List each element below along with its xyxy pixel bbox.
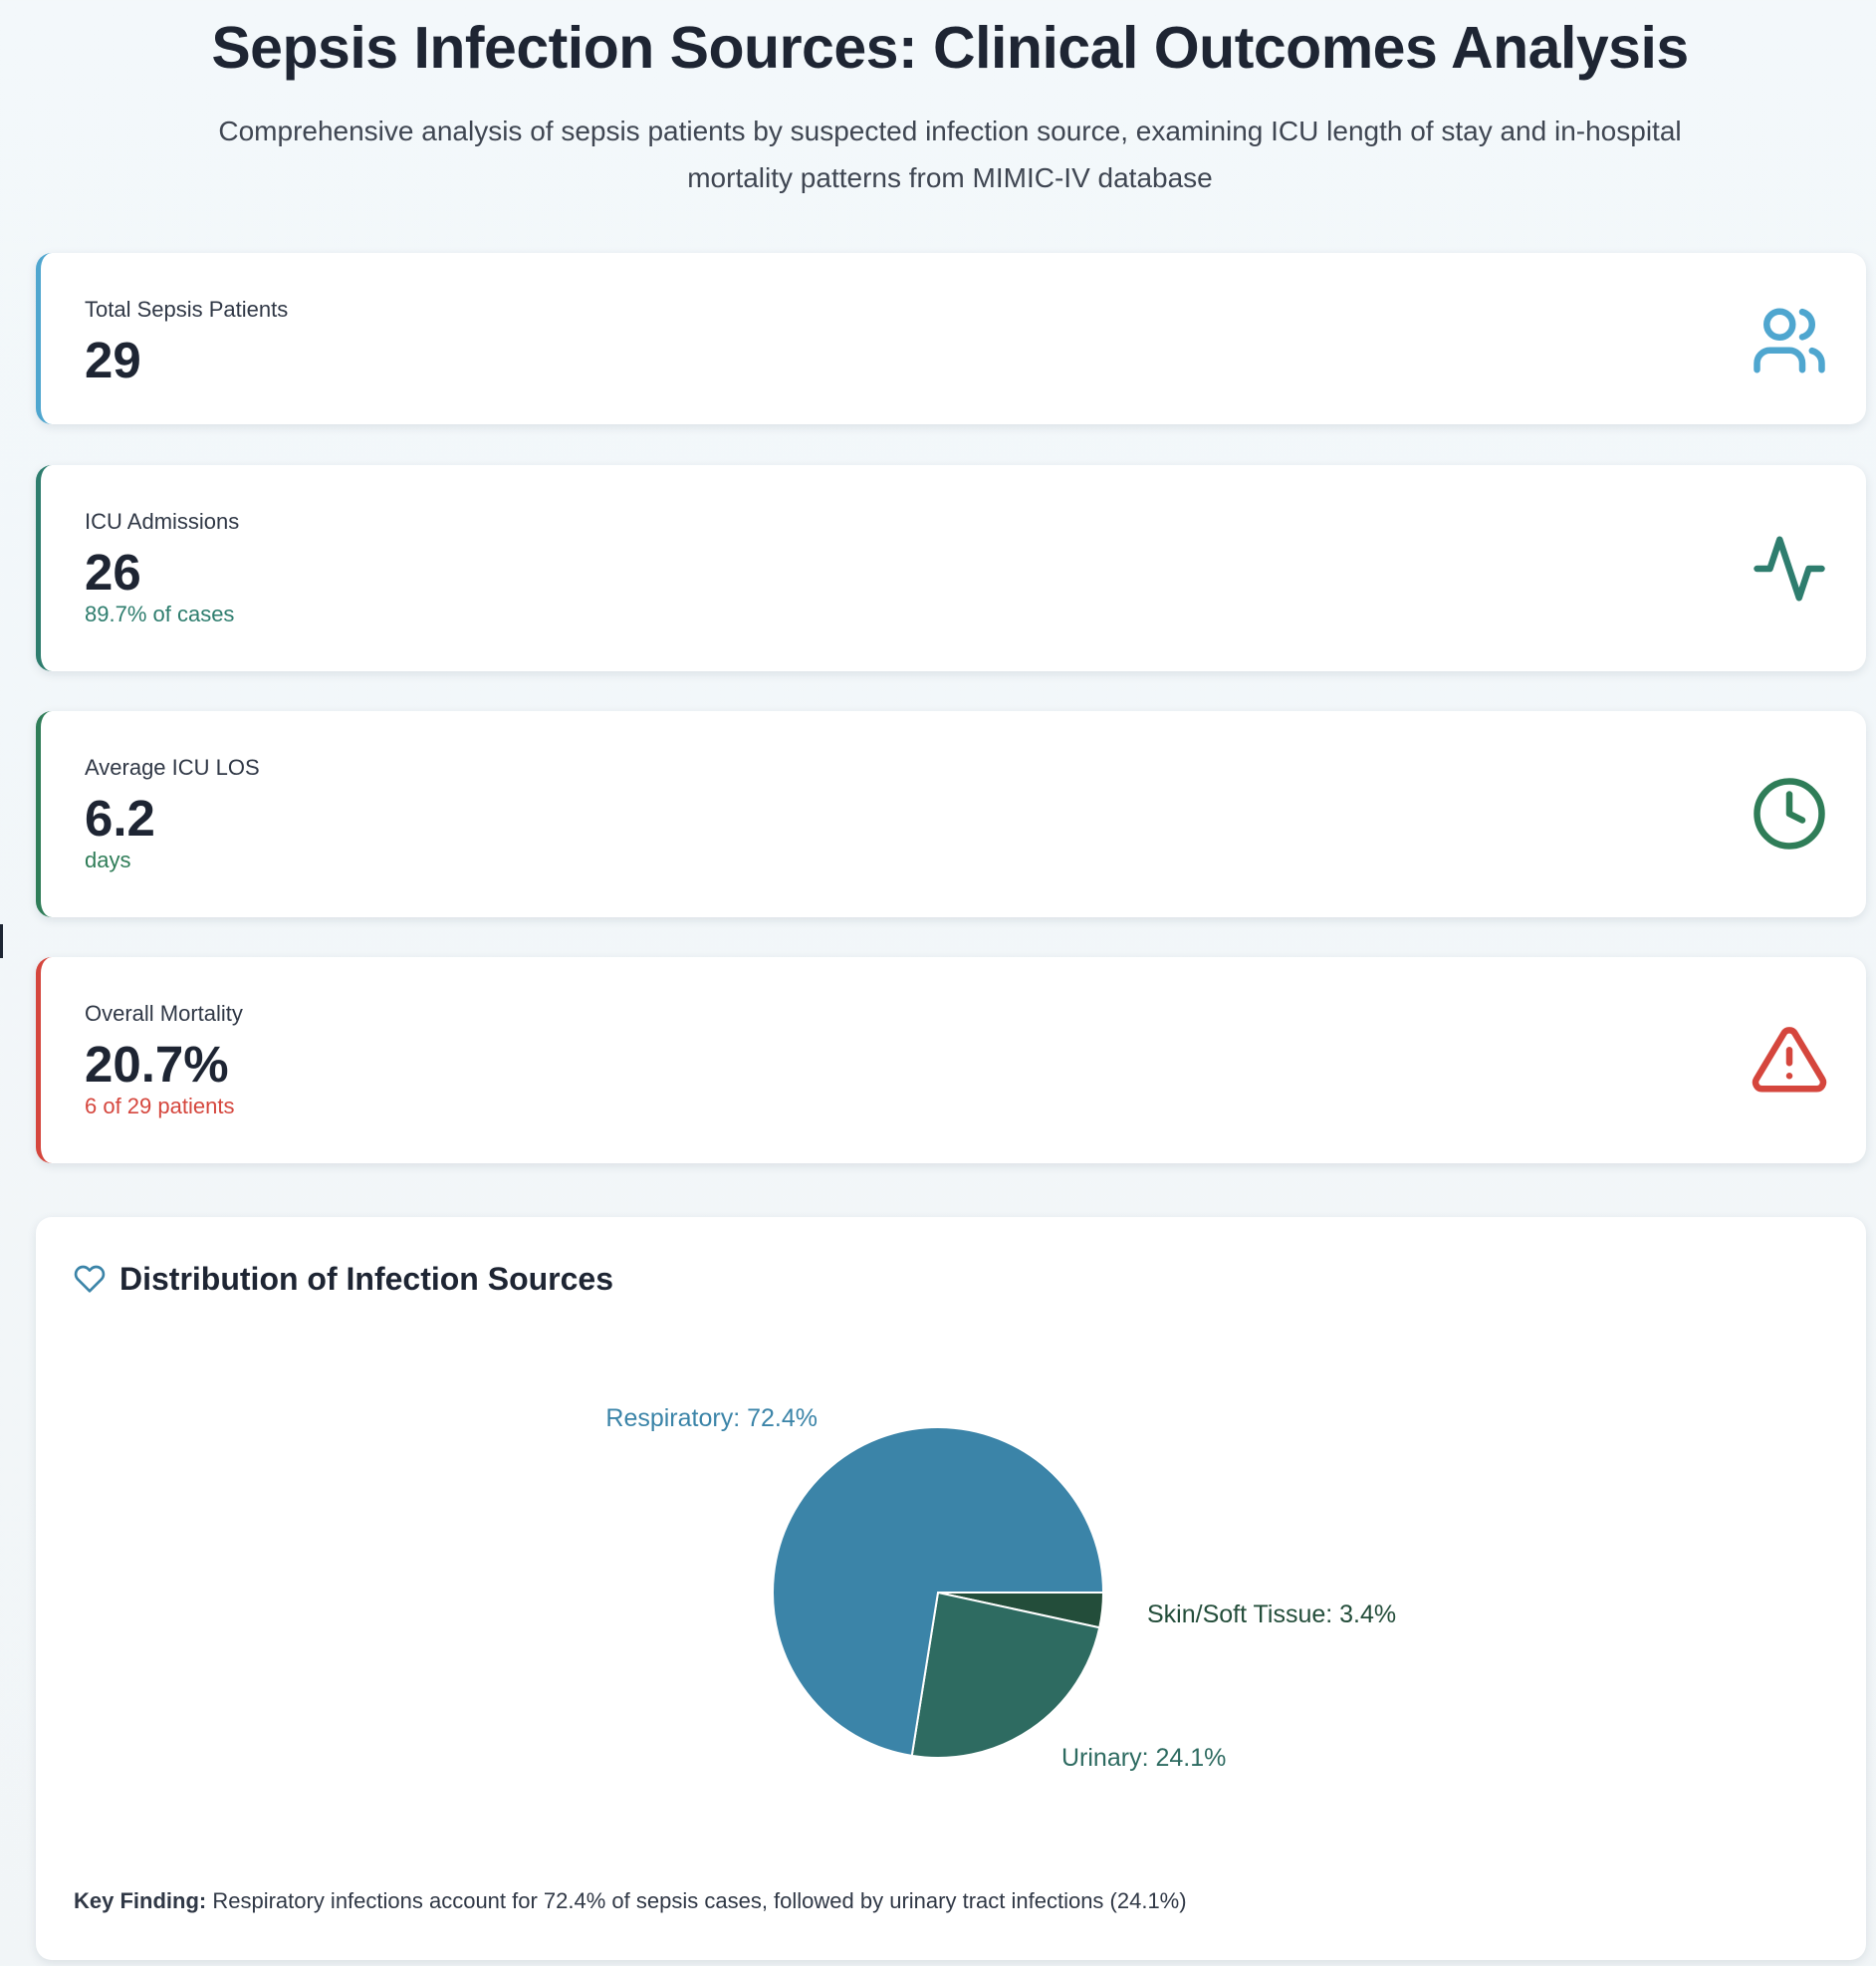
- activity-icon: [1754, 536, 1825, 602]
- clock-icon: [1754, 778, 1825, 850]
- key-finding-text: Respiratory infections account for 72.4%…: [206, 1888, 1187, 1913]
- stat-value: 20.7%: [85, 1036, 229, 1093]
- pie-label-skin-soft-tissue: Skin/Soft Tissue: 3.4%: [1147, 1600, 1396, 1628]
- stat-value: 29: [85, 332, 141, 388]
- stat-label: ICU Admissions: [85, 509, 240, 534]
- stat-value: 26: [85, 544, 141, 601]
- chart-card-infection-sources: Distribution of Infection Sources Respir…: [36, 1217, 1866, 1960]
- pie-label-respiratory: Respiratory: 72.4%: [605, 1404, 818, 1432]
- chart-title: Distribution of Infection Sources: [119, 1260, 614, 1297]
- alert-triangle-icon: [1752, 1027, 1827, 1093]
- pie-slice-respiratory: [772, 1426, 1105, 1758]
- stat-label: Total Sepsis Patients: [85, 297, 289, 322]
- stat-card-mortality: Overall Mortality 20.7% 6 of 29 patients: [36, 957, 1866, 1163]
- pie-slice-urinary: [910, 1591, 1101, 1759]
- pie-label-urinary: Urinary: 24.1%: [1061, 1744, 1226, 1772]
- stat-label: Average ICU LOS: [85, 755, 260, 780]
- key-finding-label: Key Finding:: [74, 1888, 207, 1913]
- heart-icon: [74, 1265, 106, 1293]
- stat-label: Overall Mortality: [85, 1001, 243, 1026]
- stat-card-total-patients: Total Sepsis Patients 29: [36, 253, 1866, 424]
- stat-note: 89.7% of cases: [85, 602, 235, 626]
- stat-note: 6 of 29 patients: [85, 1094, 235, 1118]
- users-icon: [1754, 308, 1825, 373]
- chart-header: Distribution of Infection Sources: [74, 1259, 613, 1299]
- stat-card-average-los: Average ICU LOS 6.2 days: [36, 711, 1866, 917]
- page-title: Sepsis Infection Sources: Clinical Outco…: [211, 15, 1689, 81]
- pie-chart: Respiratory: 72.4% Urinary: 24.1% Skin/Sof…: [605, 1404, 1396, 1772]
- stat-card-icu-admissions: ICU Admissions 26 89.7% of cases: [36, 465, 1866, 671]
- key-finding: Key Finding: Respiratory infections acco…: [74, 1888, 1187, 1914]
- stat-note: days: [85, 848, 131, 872]
- page-subtitle: Comprehensive analysis of sepsis patient…: [218, 116, 1682, 193]
- stat-value: 6.2: [85, 790, 155, 847]
- edge-marker: [0, 924, 3, 958]
